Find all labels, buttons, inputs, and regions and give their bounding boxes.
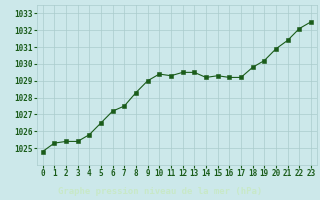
Text: Graphe pression niveau de la mer (hPa): Graphe pression niveau de la mer (hPa) [58, 187, 262, 196]
